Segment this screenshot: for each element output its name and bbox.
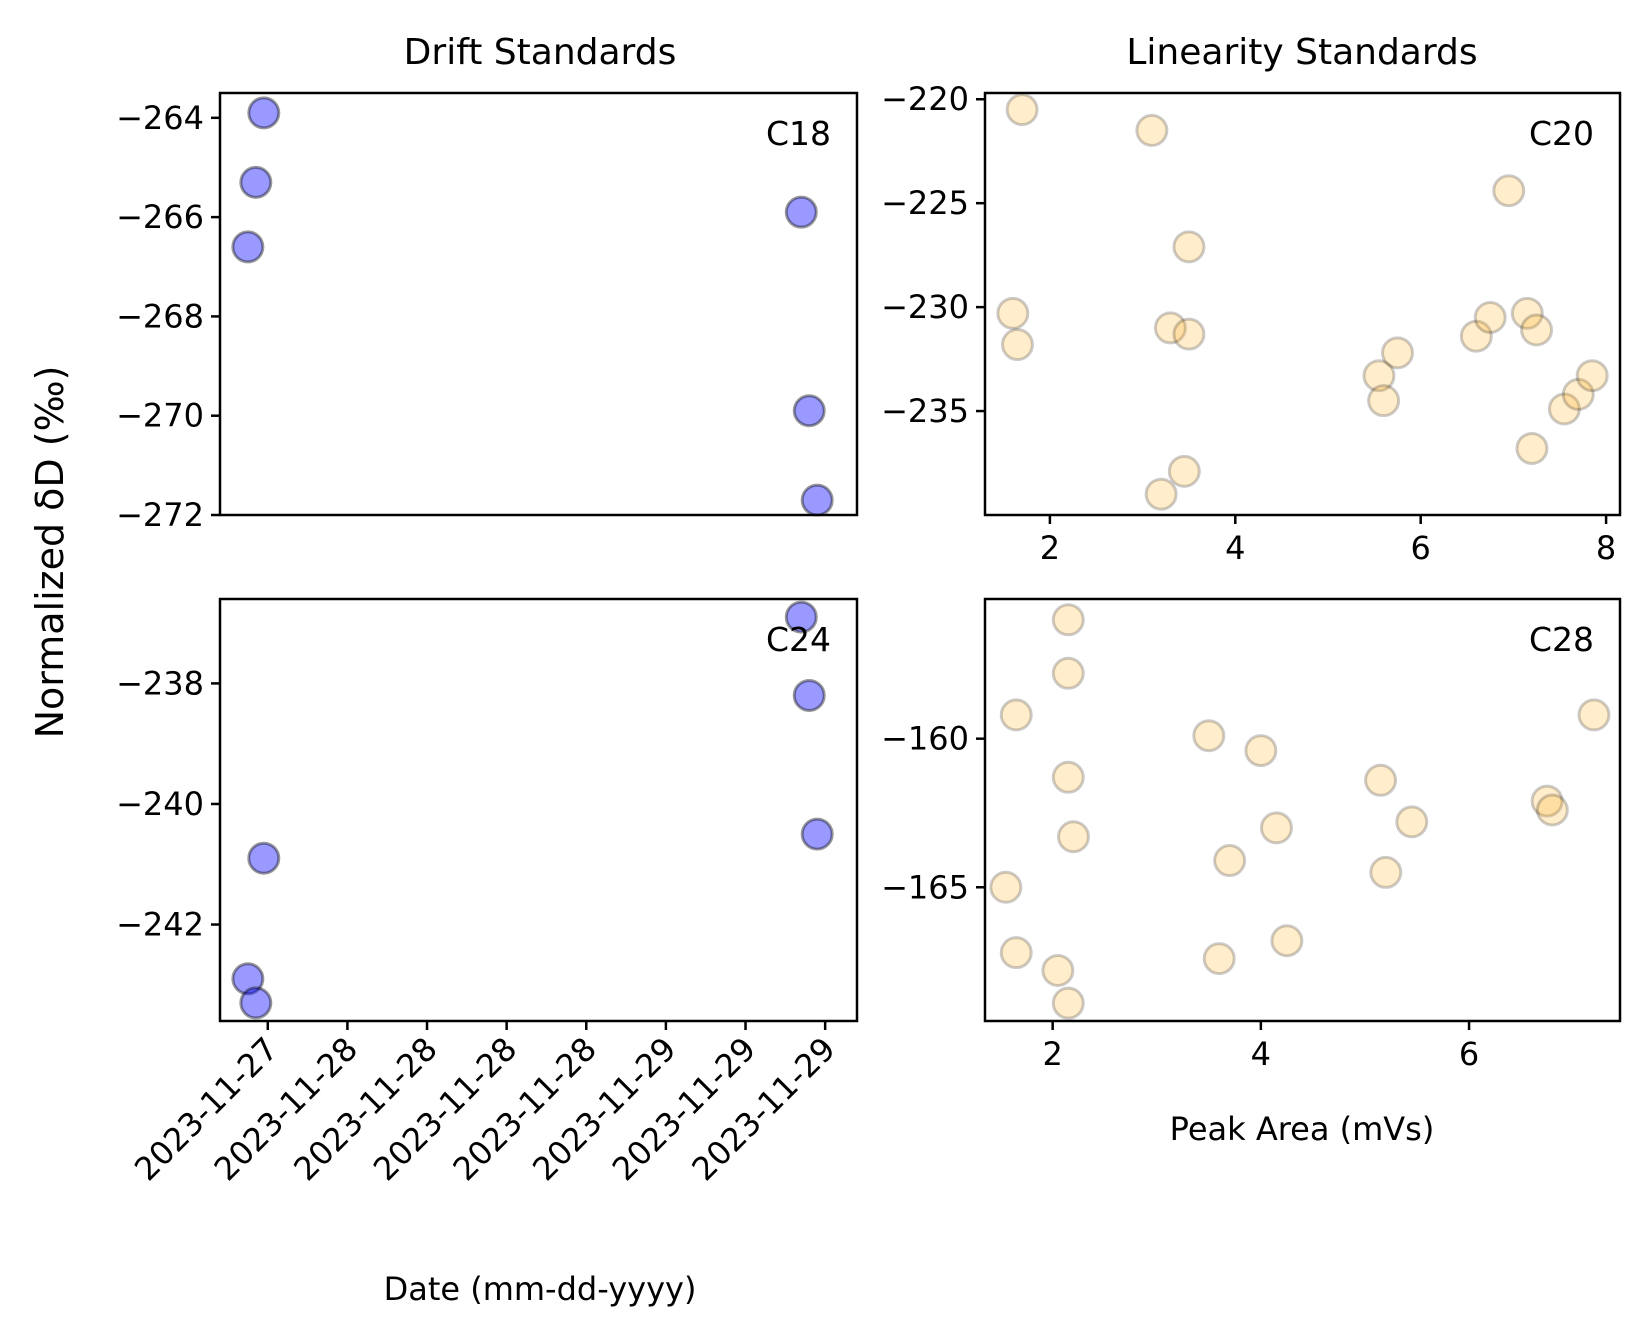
data-point [1530, 784, 1564, 818]
x-tick-label: 6 [1459, 1035, 1479, 1073]
data-point [989, 870, 1023, 904]
data-point [784, 600, 818, 634]
data-point [239, 165, 273, 199]
figure-ylabel: Normalized δD (‰) [28, 366, 72, 739]
panel-c20-linearity: −220 −225 −230 −235 2 4 6 8 C20 [881, 80, 1622, 567]
axes-frame [218, 597, 859, 1023]
data-point [1041, 953, 1075, 987]
y-tick-label: −240 [116, 785, 204, 823]
data-point [1051, 603, 1085, 637]
panel-c24-drift: −238−240−2422023-11-272023-11-282023-11-… [116, 597, 859, 1188]
x-tick-label: 4 [1251, 1035, 1271, 1073]
data-point [1005, 93, 1039, 127]
data-point [1192, 719, 1226, 753]
data-point [784, 195, 818, 229]
data-point [1000, 328, 1034, 362]
axes-frame [983, 597, 1622, 1023]
data-point [1510, 296, 1544, 330]
data-point [1244, 734, 1278, 768]
panel-label: C28 [1529, 620, 1594, 659]
panel-c28-linearity: −160 −165 2 4 6 C28 [881, 597, 1622, 1073]
data-point [1577, 698, 1611, 732]
data-point [1561, 377, 1595, 411]
data-point [1459, 319, 1493, 353]
title-linearity-standards: Linearity Standards [1126, 32, 1477, 73]
data-point [1213, 844, 1247, 878]
panel-label: C20 [1529, 114, 1594, 153]
x-tick-label: 4 [1225, 529, 1245, 567]
data-point [1575, 359, 1609, 393]
y-tick-label: −264 [116, 99, 204, 137]
data-point [239, 986, 273, 1020]
y-tick-label: −242 [116, 906, 204, 944]
y-tick-label: −235 [881, 392, 969, 430]
y-tick-label: −268 [116, 297, 204, 335]
x-tick-label: 6 [1411, 529, 1431, 567]
data-point [999, 936, 1033, 970]
title-drift-standards: Drift Standards [404, 32, 677, 73]
data-point [1547, 392, 1581, 426]
data-point [800, 483, 834, 517]
panel-c18-drift: −264 −266 −268 −270 −272 C18 [116, 91, 859, 534]
y-tick-label: −238 [116, 664, 204, 702]
y-tick-label: −230 [881, 288, 969, 326]
axes-frame [218, 91, 859, 517]
data-point [1492, 174, 1526, 208]
data-point [1369, 855, 1403, 889]
data-point [1051, 986, 1085, 1020]
data-point [999, 698, 1033, 732]
data-point [1362, 359, 1396, 393]
y-tick-label: −272 [116, 496, 204, 534]
data-point [247, 841, 281, 875]
data-point [1381, 336, 1415, 370]
data-point [1051, 656, 1085, 690]
x-tick-label: 2 [1040, 529, 1060, 567]
axes-frame [983, 91, 1622, 517]
data-point [1367, 384, 1401, 418]
y-tick-label: −220 [881, 80, 969, 118]
x-tick-label: 2 [1042, 1035, 1062, 1073]
data-point [1153, 311, 1187, 345]
data-point [1270, 924, 1304, 958]
data-point [1172, 317, 1206, 351]
data-point [1172, 230, 1206, 264]
xlabel-peak-area: Peak Area (mVs) [1170, 1110, 1435, 1148]
data-point [1056, 820, 1090, 854]
data-point [1259, 811, 1293, 845]
data-point [1202, 942, 1236, 976]
x-tick-label: 8 [1596, 529, 1616, 567]
data-point [1135, 113, 1169, 147]
y-tick-label: −160 [881, 720, 969, 758]
panel-label: C18 [766, 114, 831, 153]
y-tick-label: −225 [881, 184, 969, 222]
data-point [1364, 763, 1398, 797]
y-tick-label: −165 [881, 868, 969, 906]
data-point [1520, 313, 1554, 347]
data-point [800, 817, 834, 851]
data-point [247, 96, 281, 130]
data-point [1515, 431, 1549, 465]
data-point [231, 230, 265, 264]
data-point [792, 678, 826, 712]
data-point [1473, 301, 1507, 335]
panel-label: C24 [766, 620, 831, 659]
data-point [1144, 477, 1178, 511]
data-point [1395, 805, 1429, 839]
data-point [231, 962, 265, 996]
data-point [996, 296, 1030, 330]
data-point [1051, 760, 1085, 794]
data-point [792, 394, 826, 428]
y-tick-label: −270 [116, 397, 204, 435]
xlabel-date: Date (mm-dd-yyyy) [384, 1270, 697, 1308]
data-point [1167, 454, 1201, 488]
y-tick-label: −266 [116, 198, 204, 236]
data-point [1535, 793, 1569, 827]
